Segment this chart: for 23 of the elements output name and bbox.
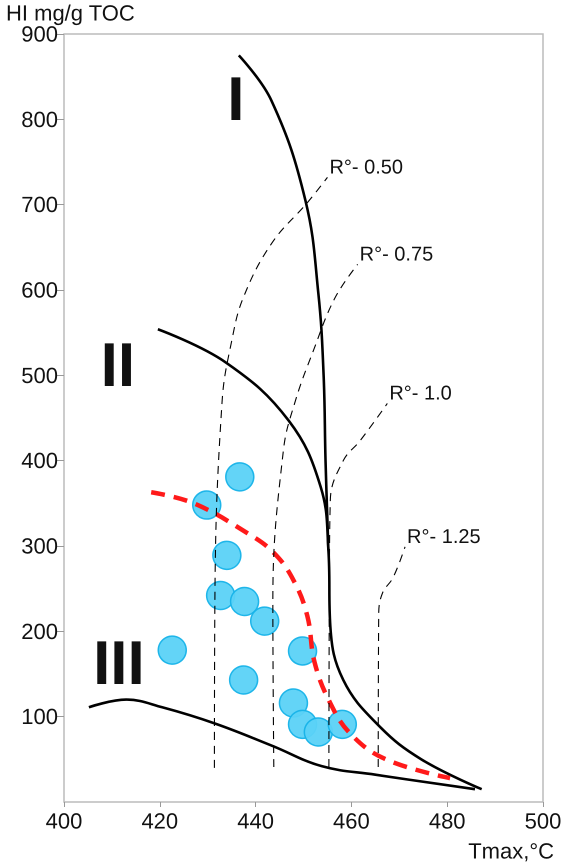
y-tick-label: 500	[21, 362, 58, 388]
series-label: III	[93, 628, 145, 698]
y-axis-title: HI mg/g TOC	[6, 0, 135, 26]
x-tick-label: 500	[524, 808, 562, 834]
y-tick-label: 700	[21, 192, 58, 218]
series-label: II	[100, 330, 136, 400]
y-tick-label: 200	[21, 618, 58, 644]
y-tick-label: 800	[21, 106, 58, 132]
y-tick-label: 300	[21, 534, 58, 558]
x-axis-title: Tmax,°C	[468, 838, 554, 864]
x-tick-label: 480	[428, 808, 466, 834]
x-tick-label: 420	[141, 808, 178, 834]
series-label: R°- 1.0	[389, 382, 452, 404]
x-tick-label: 400	[46, 808, 82, 834]
series-label: R°- 0.50	[329, 156, 404, 178]
series-label: I	[227, 64, 244, 134]
y-tick-label: 600	[21, 278, 58, 302]
series-label: R°- 0.75	[360, 243, 434, 266]
x-tick-label: 460	[333, 808, 370, 834]
y-tick-label: 100	[21, 704, 58, 730]
y-tick-label: 400	[21, 448, 58, 474]
series-label: R°- 1.25	[407, 526, 481, 548]
x-tick-label: 440	[237, 808, 274, 834]
